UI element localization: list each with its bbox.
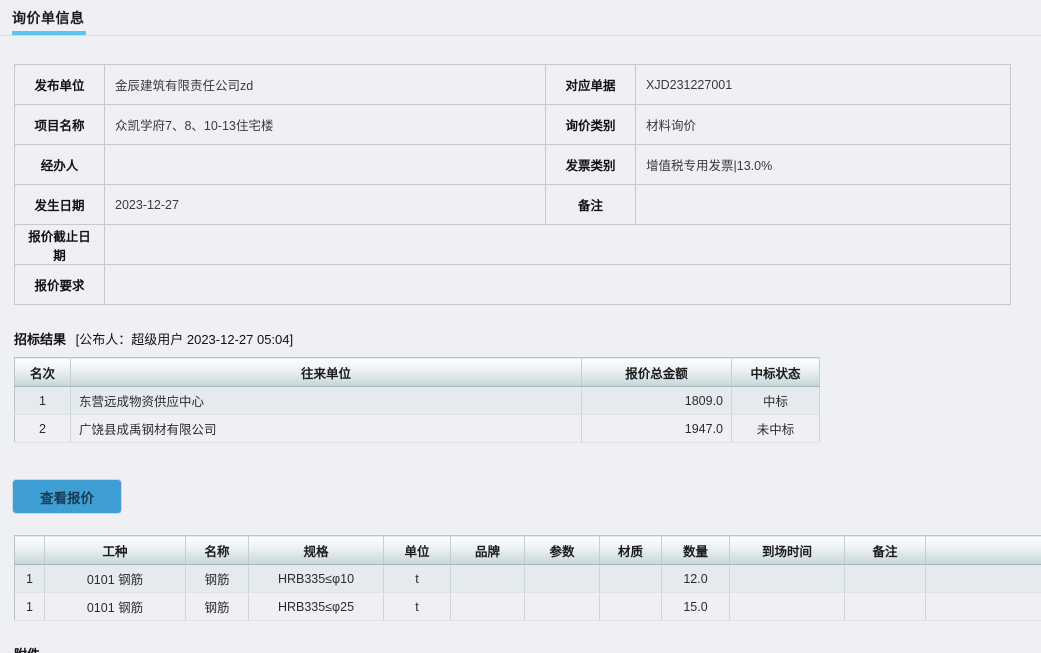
info-value-inquiry-type: 材料询价 [635,104,1011,145]
material-cell-param [524,592,600,621]
info-row: 发生日期 2023-12-27 备注 [14,184,1011,225]
info-label-project-name: 项目名称 [14,104,105,145]
bid-cell-rank: 2 [14,414,71,443]
material-cell-remark [844,592,926,621]
info-label-quote-requirement: 报价要求 [14,264,105,305]
material-cell-spec: HRB335≤φ25 [248,592,384,621]
material-cell-qty: 15.0 [661,592,730,621]
material-col-trade: 工种 [44,535,186,565]
bid-result-table: 名次 往来单位 报价总金额 中标状态 1 东营远成物资供应中心 1809.0 中… [14,357,820,443]
bid-result-heading-title: 招标结果 [14,332,67,347]
table-row[interactable]: 1 0101 钢筋 钢筋 HRB335≤φ10 t 12.0 [14,564,1041,593]
material-cell-unit: t [383,564,451,593]
material-cell-material [599,592,662,621]
material-cell-trade: 0101 钢筋 [44,592,186,621]
info-value-handler [104,144,546,185]
material-col-name: 名称 [185,535,249,565]
bid-cell-status: 中标 [731,386,820,415]
info-row: 报价截止日期 [14,224,1011,265]
bid-result-header-row: 名次 往来单位 报价总金额 中标状态 [14,357,820,387]
material-col-remark: 备注 [844,535,926,565]
material-col-brand: 品牌 [450,535,525,565]
info-row: 经办人 发票类别 增值税专用发票|13.0% [14,144,1011,185]
tab-bar: 询价单信息 [0,0,1041,36]
material-col-material: 材质 [599,535,662,565]
info-row: 发布单位 金辰建筑有限责任公司zd 对应单据 XJD231227001 [14,64,1011,105]
bid-cell-status: 未中标 [731,414,820,443]
info-label-occur-date: 发生日期 [14,184,105,225]
info-value-document-no: XJD231227001 [635,64,1011,105]
material-cell-index: 1 [14,564,45,593]
info-row: 报价要求 [14,264,1011,305]
material-cell-spec: HRB335≤φ10 [248,564,384,593]
info-label-document-no: 对应单据 [545,64,636,105]
bid-cell-unit: 广饶县成禹钢材有限公司 [70,414,582,443]
material-cell-param [524,564,600,593]
bid-col-amount: 报价总金额 [581,357,732,387]
tab-inquiry-info-label: 询价单信息 [12,10,85,26]
info-value-publisher: 金辰建筑有限责任公司zd [104,64,546,105]
material-cell-brand [450,592,525,621]
material-cell-extra [925,564,1041,593]
inquiry-info-table: 发布单位 金辰建筑有限责任公司zd 对应单据 XJD231227001 项目名称… [14,64,1011,305]
bid-cell-unit: 东营远成物资供应中心 [70,386,582,415]
info-value-remark [635,184,1011,225]
material-detail-table: 工种 名称 规格 单位 品牌 参数 材质 数量 到场时间 备注 1 0101 钢… [14,535,1041,621]
tab-inquiry-info[interactable]: 询价单信息 [12,8,85,35]
bid-cell-amount: 1809.0 [581,386,732,415]
material-col-index [14,535,45,565]
info-label-publisher: 发布单位 [14,64,105,105]
material-col-param: 参数 [524,535,600,565]
material-cell-brand [450,564,525,593]
material-col-qty: 数量 [661,535,730,565]
info-label-inquiry-type: 询价类别 [545,104,636,145]
table-row[interactable]: 1 0101 钢筋 钢筋 HRB335≤φ25 t 15.0 [14,592,1041,621]
table-row[interactable]: 2 广饶县成禹钢材有限公司 1947.0 未中标 [14,414,820,443]
bid-result-heading: 招标结果 [公布人：超级用户 2023-12-27 05:04] [14,329,293,348]
attachment-section-label: 附件 [14,644,40,653]
material-header-row: 工种 名称 规格 单位 品牌 参数 材质 数量 到场时间 备注 [14,535,1041,565]
info-label-handler: 经办人 [14,144,105,185]
bid-col-rank: 名次 [14,357,71,387]
info-row: 项目名称 众凯学府7、8、10-13住宅楼 询价类别 材料询价 [14,104,1011,145]
material-cell-unit: t [383,592,451,621]
material-cell-remark [844,564,926,593]
material-col-spec: 规格 [248,535,384,565]
info-value-invoice-type: 增值税专用发票|13.0% [635,144,1011,185]
bid-result-heading-meta: [公布人：超级用户 2023-12-27 05:04] [75,332,294,347]
info-label-quote-deadline: 报价截止日期 [14,224,105,265]
material-cell-arrival [729,592,845,621]
info-value-project-name: 众凯学府7、8、10-13住宅楼 [104,104,546,145]
material-cell-qty: 12.0 [661,564,730,593]
material-col-arrival: 到场时间 [729,535,845,565]
info-value-occur-date: 2023-12-27 [104,184,546,225]
info-label-remark: 备注 [545,184,636,225]
material-cell-name: 钢筋 [185,592,249,621]
material-cell-trade: 0101 钢筋 [44,564,186,593]
tab-active-underline [12,31,86,35]
bid-cell-amount: 1947.0 [581,414,732,443]
bid-cell-rank: 1 [14,386,71,415]
table-row[interactable]: 1 东营远成物资供应中心 1809.0 中标 [14,386,820,415]
info-value-quote-deadline [104,224,1011,265]
material-cell-name: 钢筋 [185,564,249,593]
view-quote-button[interactable]: 查看报价 [12,479,122,514]
material-col-unit: 单位 [383,535,451,565]
material-cell-arrival [729,564,845,593]
material-cell-material [599,564,662,593]
info-value-quote-requirement [104,264,1011,305]
material-cell-extra [925,592,1041,621]
material-col-extra [925,535,1041,565]
bid-col-status: 中标状态 [731,357,820,387]
material-cell-index: 1 [14,592,45,621]
bid-col-unit: 往来单位 [70,357,582,387]
info-label-invoice-type: 发票类别 [545,144,636,185]
